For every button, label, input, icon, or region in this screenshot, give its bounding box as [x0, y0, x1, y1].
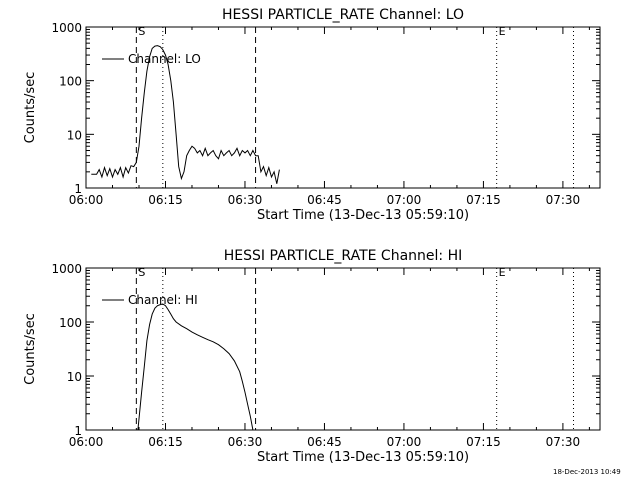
x-tick-label: 07:15: [466, 435, 501, 449]
x-tick-label: 07:00: [387, 435, 422, 449]
legend-entry: Channel: HI: [128, 293, 198, 307]
y-tick-label: 100: [59, 75, 82, 89]
chart-panel-2: HESSI PARTICLE_RATE Channel: HI 06:00 06:1…: [23, 248, 601, 465]
marker-label-S: S: [138, 25, 145, 38]
y-axis-label: Counts/sec: [23, 313, 38, 385]
chart-panel-1: HESSI PARTICLE_RATE Channel: LO 06:00 06:1…: [23, 7, 601, 223]
x-tick-label: 06:30: [228, 193, 263, 207]
marker-label-E: E: [499, 266, 506, 279]
chart-title: HESSI PARTICLE_RATE Channel: LO: [222, 7, 464, 23]
x-tick-label: 06:45: [307, 435, 342, 449]
series-line-1: [137, 303, 254, 431]
y-tick-label: 1: [74, 424, 82, 438]
y-tick-label: 10: [67, 370, 82, 384]
y-tick-label: 1000: [51, 21, 82, 35]
plot-frame: [85, 26, 601, 189]
x-tick-label: 06:00: [69, 435, 104, 449]
y-tick-label: 100: [59, 316, 82, 330]
y-tick-label: 10: [67, 128, 82, 142]
legend-entry: Channel: LO: [128, 52, 201, 66]
y-tick-label: 1: [74, 182, 82, 196]
marker-label-S: S: [138, 266, 145, 279]
x-axis-label: Start Time (13-Dec-13 05:59:10): [257, 208, 469, 223]
x-tick-label: 06:30: [228, 435, 263, 449]
x-tick-label: 06:45: [307, 193, 342, 207]
chart-title: HESSI PARTICLE_RATE Channel: HI: [224, 248, 462, 264]
x-tick-label: 06:15: [148, 435, 183, 449]
x-tick-label: 07:30: [546, 193, 581, 207]
x-axis-label: Start Time (13-Dec-13 05:59:10): [257, 450, 469, 465]
plot-frame: [85, 267, 601, 431]
timestamp-footer: 18-Dec-2013 10:49: [553, 468, 621, 476]
x-tick-label: 06:15: [148, 193, 183, 207]
y-axis-label: Counts/sec: [23, 72, 38, 144]
x-tick-label: 06:00: [69, 193, 104, 207]
y-tick-label: 1000: [51, 262, 82, 276]
series-line-1: [91, 45, 280, 184]
marker-label-E: E: [499, 25, 506, 38]
x-tick-label: 07:30: [546, 435, 581, 449]
x-tick-label: 07:15: [466, 193, 501, 207]
x-tick-label: 07:00: [387, 193, 422, 207]
